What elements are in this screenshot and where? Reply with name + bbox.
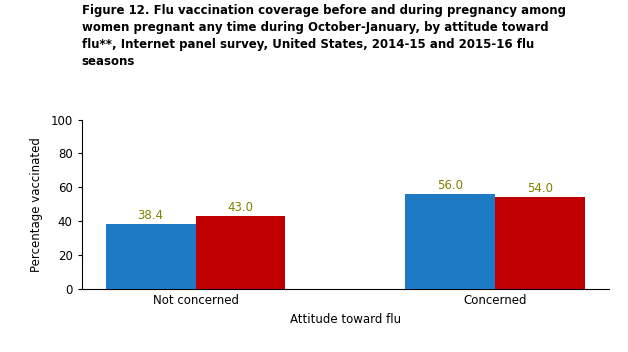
Bar: [405, 194, 495, 289]
Bar: [195, 216, 286, 289]
Bar: [106, 224, 195, 289]
Text: 38.4: 38.4: [138, 209, 163, 222]
Text: 56.0: 56.0: [437, 179, 463, 192]
X-axis label: Attitude toward flu: Attitude toward flu: [290, 313, 401, 326]
Text: 54.0: 54.0: [528, 182, 553, 195]
Bar: [495, 197, 585, 289]
Y-axis label: Percentage vaccinated: Percentage vaccinated: [30, 137, 43, 272]
Text: 43.0: 43.0: [227, 201, 254, 214]
Text: Figure 12. Flu vaccination coverage before and during pregnancy among
women preg: Figure 12. Flu vaccination coverage befo…: [82, 4, 566, 68]
